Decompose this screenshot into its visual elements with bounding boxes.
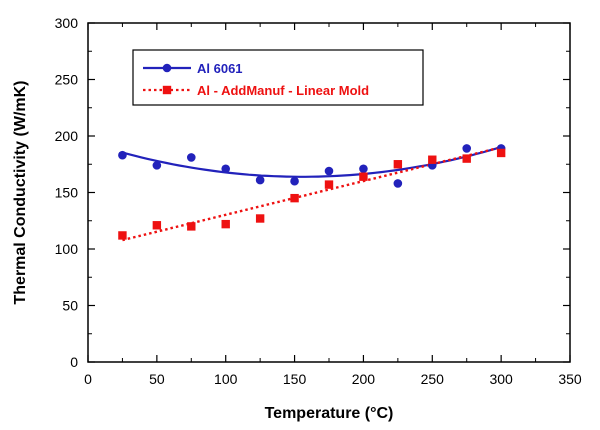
data-point-series-1 [462, 144, 472, 153]
data-point-series-2 [221, 219, 230, 229]
y-tick-label: 0 [70, 354, 78, 370]
y-tick-label: 100 [55, 241, 79, 257]
y-tick-label: 200 [55, 128, 79, 144]
data-point-series-2 [359, 172, 368, 181]
data-point-series-2 [393, 160, 403, 169]
x-axis: 0 50 100 150 200 250 300 350 [84, 23, 582, 387]
data-point-series-2 [152, 221, 162, 230]
data-point-series-1 [290, 176, 299, 186]
legend-label-series-1: Al 6061 [197, 61, 243, 76]
data-point-series-2 [290, 193, 299, 203]
fit-line-series-2 [122, 146, 502, 242]
x-tick-label: 50 [149, 371, 165, 387]
x-tick-label: 200 [352, 371, 376, 387]
y-tick-label: 250 [55, 72, 79, 88]
data-point-series-2 [496, 148, 506, 158]
data-point-series-2 [118, 231, 127, 240]
legend-marker-series-1 [162, 63, 172, 73]
data-point-series-2 [187, 222, 196, 231]
x-tick-label: 100 [214, 371, 238, 387]
data-point-series-1 [359, 164, 368, 174]
x-tick-label: 350 [558, 371, 582, 387]
data-point-series-2 [428, 155, 437, 164]
data-point-series-1 [186, 153, 196, 162]
y-tick-label: 300 [55, 15, 79, 31]
y-tick-label: 150 [55, 185, 79, 201]
data-point-series-1 [255, 175, 265, 185]
legend-box [132, 49, 424, 106]
x-tick-label: 300 [489, 371, 513, 387]
data-point-series-1 [118, 150, 127, 160]
legend-label-series-2: Al - AddManuf - Linear Mold [197, 83, 369, 98]
x-tick-label: 150 [283, 371, 307, 387]
data-points [118, 144, 506, 240]
data-point-series-2 [324, 180, 334, 189]
data-point-series-2 [462, 154, 471, 163]
y-axis-title: Thermal Conductivity (W/mK) [12, 80, 29, 304]
x-axis-title: Temperature (°C) [265, 405, 394, 422]
fit-lines [122, 146, 502, 242]
x-tick-label: 250 [421, 371, 445, 387]
legend-marker-series-2 [162, 85, 172, 95]
data-point-series-1 [152, 161, 162, 170]
y-axis: 0 50 100 150 200 250 300 [55, 15, 570, 370]
y-tick-label: 50 [62, 298, 78, 314]
data-point-series-2 [255, 214, 265, 223]
data-point-series-1 [221, 164, 231, 174]
data-point-series-1 [324, 166, 334, 176]
legend: Al 6061 Al - AddManuf - Linear Mold [132, 49, 424, 106]
data-point-series-1 [393, 179, 403, 188]
x-tick-label: 0 [84, 371, 92, 387]
